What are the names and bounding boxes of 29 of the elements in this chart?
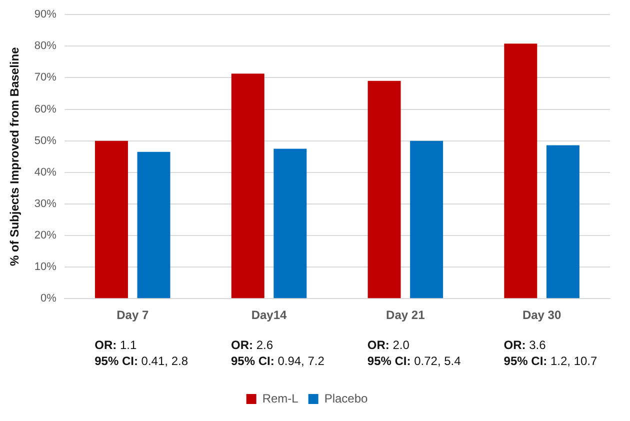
y-tick-label: 90% [34,8,57,21]
text: OR: 2.0 95% CI: 0.72, 5.4 [367,338,462,368]
text: OR: 2.6 95% CI: 0.94, 7.2 [231,338,325,368]
x-tick-label: Day 30 [522,308,562,322]
y-tick-label: 40% [34,166,57,178]
y-tick-label: 20% [34,230,57,242]
bar [137,152,170,298]
y-tick-label: 70% [34,72,57,84]
text: OR: 3.6 95% CI: 1.2, 10.7 [504,338,598,368]
y-tick-label: 80% [34,40,57,52]
y-tick-label: 0% [40,292,57,305]
y-axis-title: % of Subjects Improved from Baseline [8,46,22,266]
bar [410,140,444,298]
y-tick-label: 60% [34,103,57,116]
bar [368,80,401,298]
bar [274,148,307,298]
bar [94,140,128,298]
y-tick-label: 50% [34,134,57,147]
legend-label: Placebo [324,391,368,406]
bar [546,145,580,298]
legend-label: Rem-L [262,391,299,406]
y-tick-label: 10% [34,261,57,274]
x-tick-label: Day 7 [116,308,149,322]
x-tick-label: Day14 [251,308,288,322]
text: OR: 1.1 95% CI: 0.41, 2.8 [94,338,188,368]
bar [231,74,264,298]
x-tick-label: Day 21 [386,308,426,322]
bar [504,44,538,298]
y-tick-label: 30% [34,198,57,210]
